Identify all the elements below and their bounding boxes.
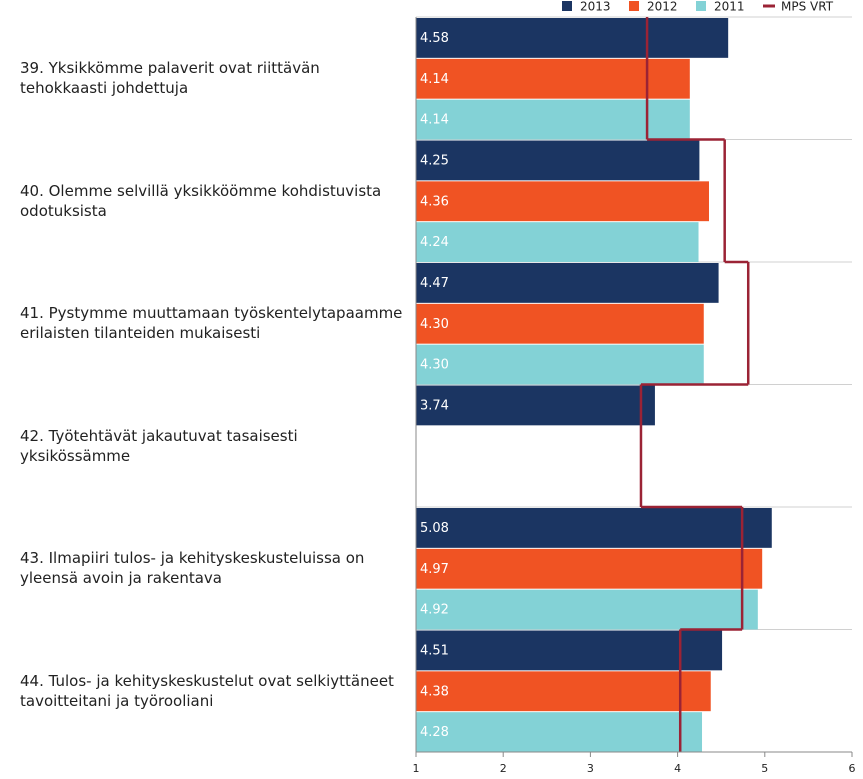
category-label: 41. Pystymme muuttamaan työskentelytapaa… xyxy=(20,304,403,343)
x-tick-label: 1 xyxy=(413,762,420,775)
legend-label: MPS VRT xyxy=(781,0,834,14)
bar xyxy=(416,303,704,344)
value-label: 5.08 xyxy=(420,521,449,536)
value-label: 4.38 xyxy=(420,684,449,699)
category-label: 39. Yksikkömme palaverit ovat riittävän … xyxy=(20,59,320,98)
legend-label: 2012 xyxy=(647,0,678,14)
legend-swatch xyxy=(562,1,572,11)
value-label: 4.25 xyxy=(420,153,449,168)
value-label: 4.92 xyxy=(420,603,449,618)
bar xyxy=(416,385,655,426)
bar xyxy=(416,508,772,548)
bar xyxy=(416,18,729,58)
value-label: 4.28 xyxy=(420,725,449,740)
category-label: 43. Ilmapiiri tulos- ja kehityskeskustel… xyxy=(20,549,365,588)
bar xyxy=(416,589,758,630)
value-label: 4.24 xyxy=(420,235,449,250)
category-label: 40. Olemme selvillä yksikköömme kohdistu… xyxy=(20,181,382,220)
value-label: 4.51 xyxy=(420,643,449,658)
value-label: 4.58 xyxy=(420,31,449,46)
x-tick-label: 2 xyxy=(500,762,507,775)
x-tick-label: 5 xyxy=(761,762,768,775)
bar xyxy=(416,630,723,671)
value-label: 4.36 xyxy=(420,194,449,209)
legend-swatch xyxy=(629,1,639,11)
bar xyxy=(416,344,704,385)
bar xyxy=(416,712,703,752)
legend-label: 2013 xyxy=(580,0,611,14)
value-label: 4.30 xyxy=(420,358,449,373)
bar xyxy=(416,222,699,262)
value-label: 4.14 xyxy=(420,113,449,128)
value-label: 4.30 xyxy=(420,317,449,332)
x-tick-label: 4 xyxy=(674,762,681,775)
bar xyxy=(416,58,690,99)
legend-label: 2011 xyxy=(714,0,745,14)
bar xyxy=(416,548,763,589)
value-label: 3.74 xyxy=(420,398,449,413)
x-tick-label: 3 xyxy=(587,762,594,775)
value-label: 4.47 xyxy=(420,276,449,291)
bar xyxy=(416,181,709,222)
bar xyxy=(416,140,700,181)
bar xyxy=(416,99,690,140)
bar xyxy=(416,263,719,303)
value-label: 4.14 xyxy=(420,72,449,87)
value-label: 4.97 xyxy=(420,562,449,577)
category-label: 44. Tulos- ja kehityskeskustelut ovat se… xyxy=(20,671,394,710)
bar xyxy=(416,671,711,712)
x-tick-label: 6 xyxy=(849,762,856,775)
legend-swatch xyxy=(696,1,706,11)
category-label: 42. Työtehtävät jakautuvat tasaisesti yk… xyxy=(20,426,298,465)
